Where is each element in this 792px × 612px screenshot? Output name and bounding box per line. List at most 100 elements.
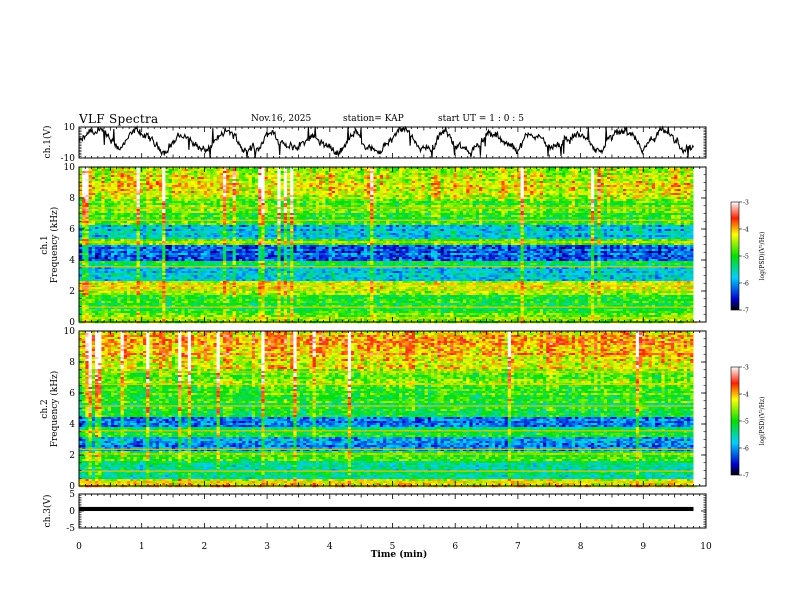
ch1-spectrogram-cell xyxy=(82,169,86,172)
ch1-spectrogram-cell xyxy=(130,173,134,176)
ch1-spectrogram-cell xyxy=(552,205,557,208)
ch1-spectrogram-cell xyxy=(258,187,262,190)
ch1-spectrogram-cell xyxy=(527,181,531,184)
ch1-spectrogram-cell xyxy=(165,193,169,196)
ch1-spectrogram-cell xyxy=(661,171,665,174)
ch1-spectrogram-cell xyxy=(379,179,384,182)
ch1-spectrogram-cell xyxy=(594,177,598,180)
ch1-spectrogram-cell xyxy=(232,215,237,218)
ch1-spectrogram-cell xyxy=(463,215,467,218)
ch1-spectrogram-cell xyxy=(411,173,416,176)
ch1-spectrogram-cell xyxy=(472,215,477,218)
ch1-spectrogram-cell xyxy=(581,195,585,198)
ch1-spectrogram-cell xyxy=(651,167,656,170)
ch1-spectrogram-cell xyxy=(203,185,208,188)
ch1-spectrogram-cell xyxy=(504,209,509,212)
ch1-spectrogram-cell xyxy=(95,187,99,190)
ch1-spectrogram-cell xyxy=(616,215,621,218)
ch1-spectrogram-cell xyxy=(402,189,406,192)
ch1-spectrogram-cell xyxy=(277,187,281,190)
ch1-spectrogram-cell xyxy=(331,167,336,170)
ch1-spectrogram-cell xyxy=(552,181,557,184)
ch1-spectrogram-cell xyxy=(226,181,230,184)
ch1-spectrogram-cell xyxy=(552,199,557,202)
ch1-spectrogram-cell xyxy=(293,205,297,208)
ch1-spectrogram-cell xyxy=(402,193,406,196)
ch1-spectrogram-cell xyxy=(507,175,512,178)
ch1-spectrogram-cell xyxy=(667,189,672,192)
ch1-spectrogram-cell xyxy=(155,175,160,178)
ch1-spectrogram-cell xyxy=(575,179,579,182)
ch1-spectrogram-cell xyxy=(127,183,131,186)
ch1-spectrogram-cell xyxy=(229,181,233,184)
ch1-spectrogram-cell xyxy=(683,191,688,194)
ch1-spectrogram-cell xyxy=(216,187,221,190)
ch1-spectrogram-cell xyxy=(104,177,109,180)
ch1-spectrogram-cell xyxy=(299,169,304,172)
ch1-spectrogram-cell xyxy=(655,171,659,174)
ch1-spectrogram-cell xyxy=(434,175,438,178)
ch1-spectrogram-cell xyxy=(603,203,608,206)
ch1-spectrogram-cell xyxy=(229,179,233,182)
ch1-spectrogram-cell xyxy=(117,205,121,208)
ch1-spectrogram-cell xyxy=(434,185,438,188)
ch1-spectrogram-cell xyxy=(456,211,461,214)
ch1-spectrogram-cell xyxy=(578,171,582,174)
ch1-spectrogram-cell xyxy=(427,183,432,186)
ch1-spectrogram-cell xyxy=(568,195,573,198)
ch1-spectrogram-cell xyxy=(242,167,246,170)
ch1-spectrogram-cell xyxy=(213,215,217,218)
ch1-spectrogram-cell xyxy=(603,179,608,182)
ch1-spectrogram-cell xyxy=(101,183,105,186)
ch1-spectrogram-cell xyxy=(661,183,665,186)
ch1-spectrogram-cell xyxy=(354,203,358,206)
ch1-spectrogram-cell xyxy=(575,201,579,204)
ch1-spectrogram-cell xyxy=(501,209,505,212)
ch1-spectrogram-cell xyxy=(555,215,560,218)
ch1-spectrogram-cell xyxy=(463,179,467,182)
ch1-spectrogram-cell xyxy=(645,209,649,212)
ch1-spectrogram-cell xyxy=(271,175,275,178)
ch1-spectrogram-cell xyxy=(424,213,429,216)
ch1-spectrogram-cell xyxy=(344,201,349,204)
ch1-spectrogram-cell xyxy=(171,175,176,178)
ch1-spectrogram-cell xyxy=(575,167,579,170)
ch1-spectrogram-cell xyxy=(530,193,534,196)
ch1-spectrogram-cell xyxy=(107,197,112,200)
ch1-spectrogram-cell xyxy=(395,197,400,200)
ch1-spectrogram-cell xyxy=(587,181,592,184)
ch1-spectrogram-cell xyxy=(267,213,272,216)
ch1-spectrogram-cell xyxy=(223,175,227,178)
ch1-spectrogram-cell xyxy=(594,203,598,206)
ch1-spectrogram-cell xyxy=(120,183,125,186)
ch1-spectrogram-cell xyxy=(328,183,333,186)
ch1-spectrogram-cell xyxy=(587,169,592,172)
ch1-spectrogram-cell xyxy=(472,191,477,194)
ch1-spectrogram-cell xyxy=(587,187,592,190)
ch1-spectrogram-cell xyxy=(245,211,249,214)
ch1-spectrogram-cell xyxy=(383,217,387,220)
ch1-spectrogram-cell xyxy=(552,169,557,172)
ch1-spectrogram-cell xyxy=(104,181,109,184)
ch1-spectrogram-cell xyxy=(357,197,361,200)
ch1-spectrogram-cell xyxy=(677,185,681,188)
ch1-spectrogram-cell xyxy=(488,195,493,198)
ch1-spectrogram-cell xyxy=(331,195,336,198)
ch1-spectrogram-cell xyxy=(456,217,461,220)
ch1-spectrogram-cell xyxy=(357,177,361,180)
ch1-spectrogram-cell xyxy=(107,169,112,172)
ch1-spectrogram-cell xyxy=(162,195,166,198)
ch1-spectrogram-cell xyxy=(114,187,118,190)
ch1-spectrogram-cell xyxy=(418,217,422,220)
ch1-spectrogram-cell xyxy=(312,197,317,200)
ch1-spectrogram-cell xyxy=(338,177,342,180)
ch1-spectrogram-cell xyxy=(504,171,509,174)
ch1-spectrogram-cell xyxy=(258,169,262,172)
ch1-spectrogram-cell xyxy=(559,195,563,198)
ch1-spectrogram-cell xyxy=(322,171,326,174)
ch1-spectrogram-cell xyxy=(536,205,541,208)
ch1-spectrogram-cell xyxy=(437,209,441,212)
ch1-spectrogram-cell xyxy=(555,191,560,194)
ch1-spectrogram-cell xyxy=(223,199,227,202)
ch1-spectrogram-cell xyxy=(82,171,86,174)
